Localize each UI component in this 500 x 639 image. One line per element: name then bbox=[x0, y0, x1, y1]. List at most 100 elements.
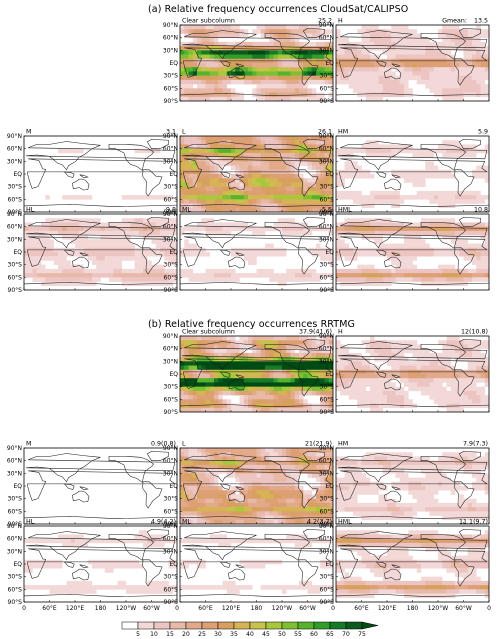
heat-cell bbox=[214, 407, 219, 412]
heat-cell bbox=[450, 218, 456, 223]
heat-cell bbox=[235, 92, 240, 98]
heat-cell bbox=[429, 71, 435, 76]
heat-cell bbox=[286, 456, 291, 461]
heat-cell bbox=[290, 407, 296, 412]
heat-cell bbox=[459, 243, 464, 249]
heat-cell bbox=[404, 260, 409, 265]
heat-cell bbox=[260, 67, 266, 72]
heat-cell bbox=[286, 336, 291, 341]
heat-cell bbox=[324, 203, 330, 209]
heat-cell bbox=[218, 182, 223, 187]
heat-cell bbox=[307, 207, 313, 212]
coastline bbox=[27, 236, 176, 267]
heat-cell bbox=[143, 222, 148, 227]
heat-cell bbox=[480, 88, 486, 93]
heat-cell bbox=[438, 174, 443, 179]
heat-cell bbox=[209, 199, 215, 204]
heat-cell bbox=[303, 340, 308, 345]
heat-cell bbox=[438, 50, 443, 55]
heat-cell bbox=[226, 226, 232, 232]
heat-cell bbox=[391, 79, 396, 85]
heat-cell bbox=[442, 84, 447, 89]
heat-cell bbox=[126, 239, 131, 244]
heat-cell bbox=[214, 395, 219, 400]
coastline bbox=[29, 31, 178, 59]
heat-cell bbox=[374, 352, 379, 358]
heat-cell bbox=[188, 460, 194, 466]
heat-cell bbox=[442, 218, 447, 223]
heat-cell bbox=[188, 148, 194, 154]
heat-cell bbox=[235, 140, 240, 145]
heat-cell bbox=[197, 456, 202, 461]
heat-cell bbox=[357, 88, 362, 93]
heat-cell bbox=[45, 195, 50, 200]
heat-cell bbox=[184, 84, 189, 89]
heat-cell bbox=[41, 239, 46, 244]
heat-cell bbox=[344, 226, 350, 232]
heat-cell bbox=[455, 79, 460, 85]
heat-cell bbox=[201, 222, 206, 227]
heat-cell bbox=[416, 222, 422, 227]
heat-cell bbox=[455, 25, 460, 30]
heat-cell bbox=[260, 92, 266, 98]
heat-cell bbox=[248, 260, 253, 265]
heat-cell bbox=[218, 460, 223, 466]
heat-cell bbox=[442, 395, 447, 400]
heat-cell bbox=[197, 452, 202, 457]
heat-cell bbox=[235, 71, 240, 76]
lat-tick-label: 60°S bbox=[320, 274, 335, 281]
heat-cell bbox=[143, 256, 148, 261]
heat-cell bbox=[290, 92, 296, 98]
lat-tick-label: 60°N bbox=[319, 346, 334, 353]
heat-cell bbox=[353, 395, 358, 400]
heat-cell bbox=[201, 195, 206, 200]
heat-cell bbox=[429, 41, 435, 47]
heat-cell bbox=[286, 203, 291, 209]
heat-cell bbox=[277, 174, 283, 179]
lat-tick-label: 90°S bbox=[8, 287, 23, 294]
heat-cell bbox=[455, 252, 460, 257]
heat-cell bbox=[404, 226, 409, 232]
heat-cell bbox=[273, 157, 279, 162]
heat-cell bbox=[180, 79, 185, 85]
lat-tick-label: 90°N bbox=[163, 133, 178, 140]
heat-cell bbox=[277, 152, 283, 158]
heat-cell bbox=[164, 230, 169, 236]
heat-cell bbox=[180, 378, 185, 383]
heat-cell bbox=[79, 273, 84, 278]
heat-cell bbox=[222, 54, 228, 60]
heat-cell bbox=[209, 186, 215, 192]
heat-cell bbox=[378, 96, 384, 101]
heat-cell bbox=[311, 136, 317, 141]
heat-cell bbox=[269, 71, 274, 76]
heat-cell bbox=[348, 281, 354, 287]
heat-cell bbox=[277, 199, 283, 204]
heat-cell bbox=[205, 88, 211, 93]
heat-cell bbox=[265, 161, 270, 166]
heat-cell bbox=[378, 382, 384, 387]
coastline bbox=[146, 139, 169, 149]
heat-cell bbox=[307, 144, 313, 149]
heat-cell bbox=[476, 88, 481, 93]
heat-cell bbox=[269, 67, 274, 72]
heat-cell bbox=[70, 195, 76, 200]
heat-cell bbox=[87, 256, 93, 261]
heat-cell bbox=[484, 54, 489, 60]
heat-cell bbox=[328, 390, 333, 396]
heat-cell bbox=[425, 71, 430, 76]
heat-cell bbox=[265, 195, 270, 200]
heat-cell bbox=[201, 452, 206, 457]
heat-cell bbox=[214, 386, 219, 392]
heat-cell bbox=[290, 207, 296, 212]
heat-cell bbox=[442, 281, 447, 287]
heat-cell bbox=[205, 186, 211, 192]
heat-cell bbox=[282, 67, 287, 72]
heat-cell bbox=[160, 277, 165, 282]
heat-cell bbox=[303, 222, 308, 227]
heat-cell bbox=[328, 464, 333, 470]
heat-cell bbox=[226, 390, 232, 396]
heat-cell bbox=[201, 84, 206, 89]
heat-cell bbox=[143, 260, 148, 265]
heat-cell bbox=[463, 29, 469, 34]
heat-cell bbox=[260, 186, 266, 192]
